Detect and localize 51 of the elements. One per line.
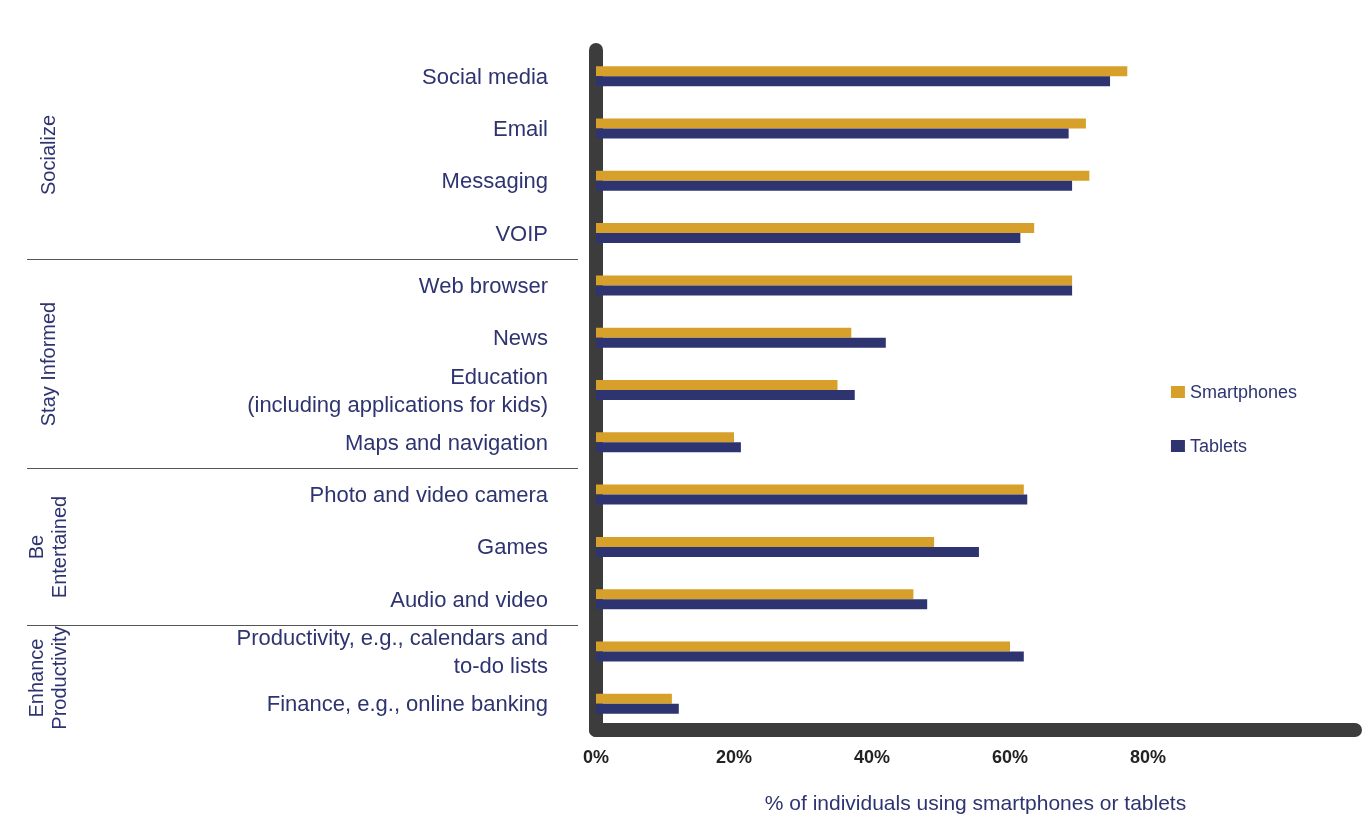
y-tick-label: Finance, e.g., online banking <box>266 691 548 717</box>
bar <box>596 484 1024 495</box>
bar <box>596 380 838 390</box>
text: Be Entertained <box>25 495 71 599</box>
text: Stay Informed <box>36 301 60 427</box>
bar <box>596 223 1035 234</box>
y-tick-label: Web browser <box>418 272 548 298</box>
bar <box>596 327 852 338</box>
y-tick-label: News <box>492 325 548 351</box>
y-tick-label: Education (including applications for kids) <box>247 363 548 417</box>
bar <box>596 66 1128 77</box>
bar <box>596 693 672 704</box>
x-tick-label: 0% <box>582 747 610 767</box>
bar <box>596 599 928 610</box>
y-tick-label: Productivity, e.g., calendars and to-do lists <box>236 625 548 679</box>
bar <box>596 432 734 443</box>
bar <box>596 442 741 453</box>
y-tick-label: Maps and navigation <box>344 429 548 455</box>
bar <box>596 170 1090 181</box>
bar <box>596 536 935 547</box>
bar <box>596 589 914 600</box>
x-axis-title: % of individuals using smartphones or tablets <box>764 791 1187 814</box>
x-tick-label: 40% <box>853 747 891 767</box>
text: Enhance Productivity <box>25 626 71 730</box>
y-tick-label: Messaging <box>441 168 548 194</box>
bar <box>596 128 1069 139</box>
bar <box>596 494 1028 505</box>
bar <box>596 76 1111 87</box>
bar <box>596 641 1010 652</box>
bar <box>596 180 1073 191</box>
y-tick-label: Audio and video <box>390 586 548 612</box>
y-tick-label: Games <box>477 534 548 560</box>
y-tick-label: Social media <box>422 63 549 89</box>
bar <box>596 390 855 400</box>
y-tick-label: Photo and video camera <box>309 482 549 508</box>
bar <box>596 651 1024 662</box>
bar <box>596 703 679 714</box>
text: Socialize <box>36 114 60 195</box>
y-tick-label: Email <box>492 115 548 141</box>
bar <box>596 285 1073 296</box>
x-tick-label: 60% <box>991 747 1029 767</box>
bar <box>596 546 979 557</box>
x-tick-label: 80% <box>1129 747 1167 767</box>
legend-label: Tablets <box>1189 436 1247 456</box>
y-tick-label: VOIP <box>495 220 548 246</box>
x-tick-label: 20% <box>715 747 753 767</box>
bar <box>596 233 1021 244</box>
legend-label: Smartphones <box>1189 382 1297 402</box>
bar <box>596 275 1073 286</box>
bar <box>596 337 886 348</box>
bar <box>596 118 1086 129</box>
